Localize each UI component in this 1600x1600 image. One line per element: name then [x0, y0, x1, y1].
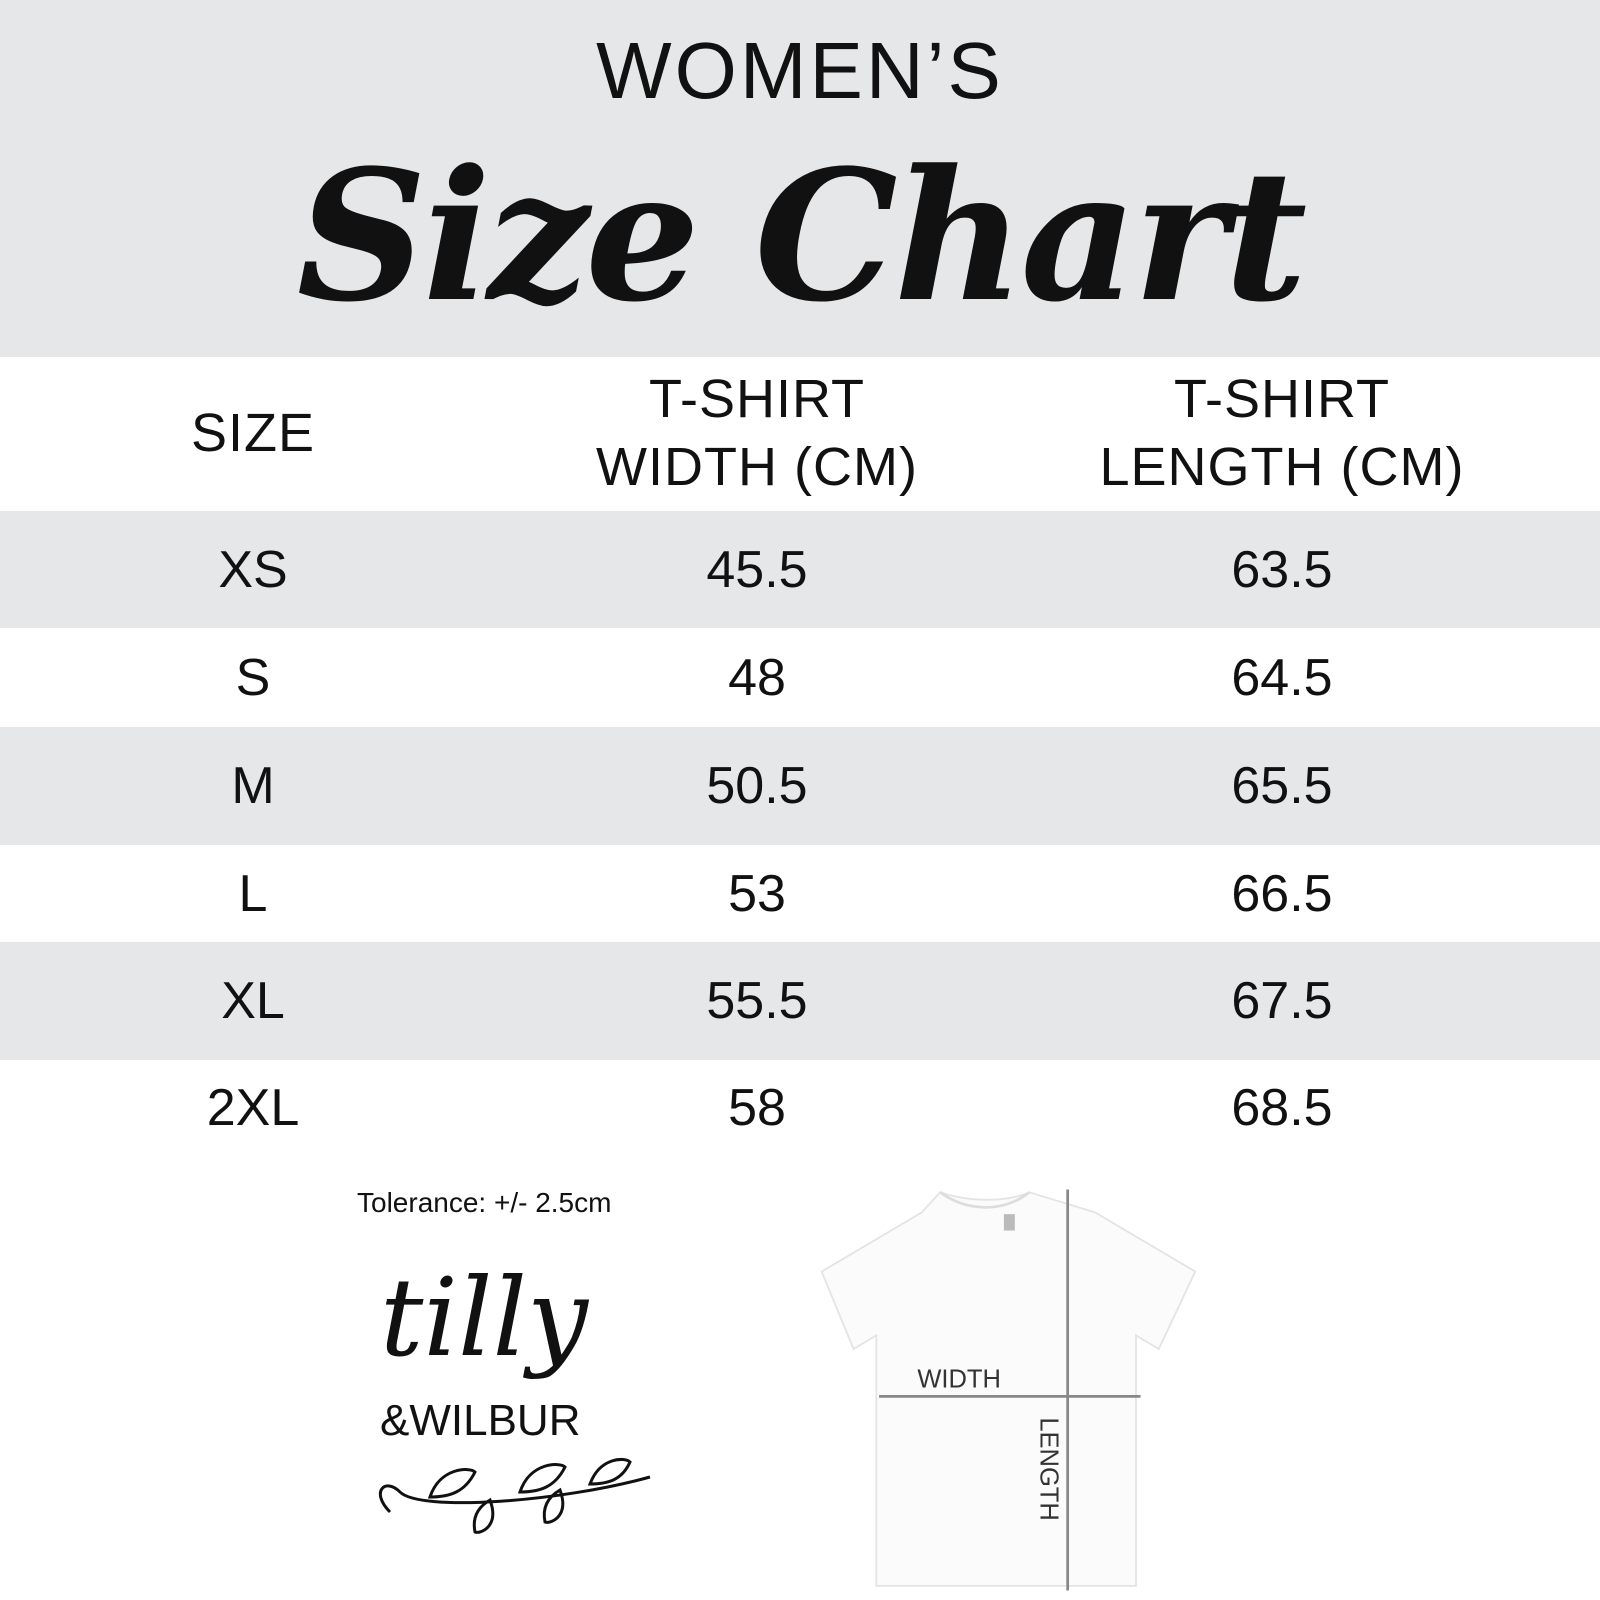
table-row: M 50.5 65.5 [0, 727, 1600, 845]
length-cell: 63.5 [1231, 540, 1333, 599]
tilly-wilbur-logo: tilly &WILBUR [378, 1256, 651, 1534]
length-cell: 67.5 [1231, 972, 1333, 1030]
length-cell: 66.5 [1231, 864, 1333, 923]
header-band: WOMEN’S Size Chart [0, 0, 1600, 357]
page-title: Size Chart [296, 131, 1308, 342]
length-cell: 65.5 [1231, 757, 1333, 815]
length-cell: 68.5 [1231, 1079, 1333, 1137]
width-cell: 48 [728, 648, 786, 707]
col-header-width: T-SHIRT WIDTH (CM) [596, 365, 918, 501]
tolerance-note: Tolerance: +/- 2.5cm [357, 1187, 612, 1218]
width-cell: 53 [728, 864, 786, 923]
col-header-length: T-SHIRT LENGTH (CM) [1100, 365, 1465, 501]
table-row: L 53 66.5 [0, 845, 1600, 942]
size-cell: 2XL [206, 1079, 300, 1137]
table-row: XL 55.5 67.5 [0, 942, 1600, 1060]
length-label: LENGTH [1034, 1417, 1062, 1520]
col-header-line: WIDTH (CM) [596, 437, 918, 497]
kicker: WOMEN’S [596, 26, 1004, 115]
table-header: SIZE T-SHIRT WIDTH (CM) T-SHIRT LENGTH (… [0, 357, 1600, 511]
width-cell: 50.5 [706, 757, 808, 815]
col-header-line: T-SHIRT [1173, 369, 1391, 429]
logo-line1: tilly [380, 1256, 590, 1381]
size-cell: L [238, 864, 268, 923]
col-header-size: SIZE [190, 403, 316, 463]
tshirt-diagram: WIDTH LENGTH [820, 1189, 1197, 1591]
col-header-line: T-SHIRT [648, 369, 865, 429]
logo-line2: &WILBUR [380, 1396, 580, 1445]
width-cell: 58 [728, 1079, 786, 1137]
width-cell: 55.5 [706, 972, 808, 1030]
tshirt-icon [820, 1191, 1197, 1587]
size-cell: S [235, 648, 271, 707]
col-header-line: LENGTH (CM) [1099, 437, 1465, 497]
table-row: 2XL 58 68.5 [0, 1060, 1600, 1180]
size-cell: M [231, 757, 275, 815]
width-cell: 45.5 [706, 540, 808, 599]
table-row: S 48 64.5 [0, 628, 1600, 727]
table-row: XS 45.5 63.5 [0, 511, 1600, 628]
size-cell: XL [221, 972, 285, 1030]
size-cell: XS [218, 540, 288, 599]
length-cell: 64.5 [1231, 648, 1333, 707]
width-label: WIDTH [917, 1365, 1001, 1393]
